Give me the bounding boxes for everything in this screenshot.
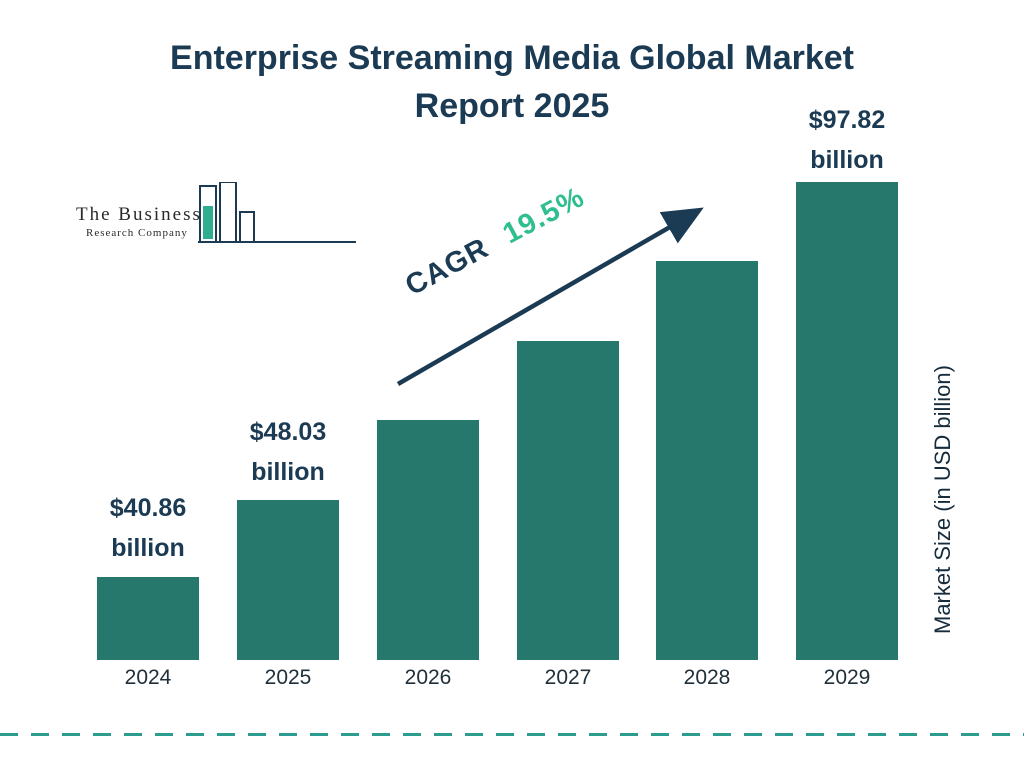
value-label-2025-amount: $48.03 bbox=[249, 418, 327, 446]
value-label-2029-unit: billion bbox=[810, 146, 884, 174]
bottom-dashed-divider bbox=[0, 733, 1024, 736]
logo-bar-chart-icon bbox=[198, 181, 358, 251]
bar-2025 bbox=[237, 500, 339, 660]
logo-name-line2: Research Company bbox=[86, 227, 188, 239]
bar-2029 bbox=[796, 182, 898, 660]
value-label-2025: $48.03 billion bbox=[203, 412, 373, 492]
bar-2027 bbox=[517, 341, 619, 660]
bar-2026 bbox=[377, 420, 479, 660]
x-tick-2028: 2028 bbox=[683, 666, 731, 689]
value-label-2024-unit: billion bbox=[111, 534, 185, 562]
value-label-2029: $97.82 billion bbox=[762, 100, 932, 180]
value-label-2024: $40.86 billion bbox=[63, 488, 233, 568]
logo-name-line1: The Business bbox=[76, 204, 202, 225]
bar-2024 bbox=[97, 577, 199, 660]
page-title-line2: Report 2025 bbox=[414, 87, 610, 125]
y-axis-label: Market Size (in USD billion) bbox=[930, 365, 955, 635]
x-tick-2029: 2029 bbox=[823, 666, 871, 689]
value-label-2025-unit: billion bbox=[251, 458, 325, 486]
page-title-line1: Enterprise Streaming Media Global Market bbox=[170, 39, 854, 77]
page-title: Enterprise Streaming Media Global Market… bbox=[0, 34, 1024, 130]
value-label-2029-amount: $97.82 bbox=[808, 106, 886, 134]
value-label-2024-amount: $40.86 bbox=[109, 494, 187, 522]
x-tick-2026: 2026 bbox=[404, 666, 452, 689]
x-tick-2027: 2027 bbox=[544, 666, 592, 689]
trend-arrow-icon bbox=[378, 192, 723, 407]
logo: The Business Research Company bbox=[76, 181, 356, 246]
bar-2028 bbox=[656, 261, 758, 660]
x-tick-2024: 2024 bbox=[124, 666, 172, 689]
x-tick-2025: 2025 bbox=[264, 666, 312, 689]
